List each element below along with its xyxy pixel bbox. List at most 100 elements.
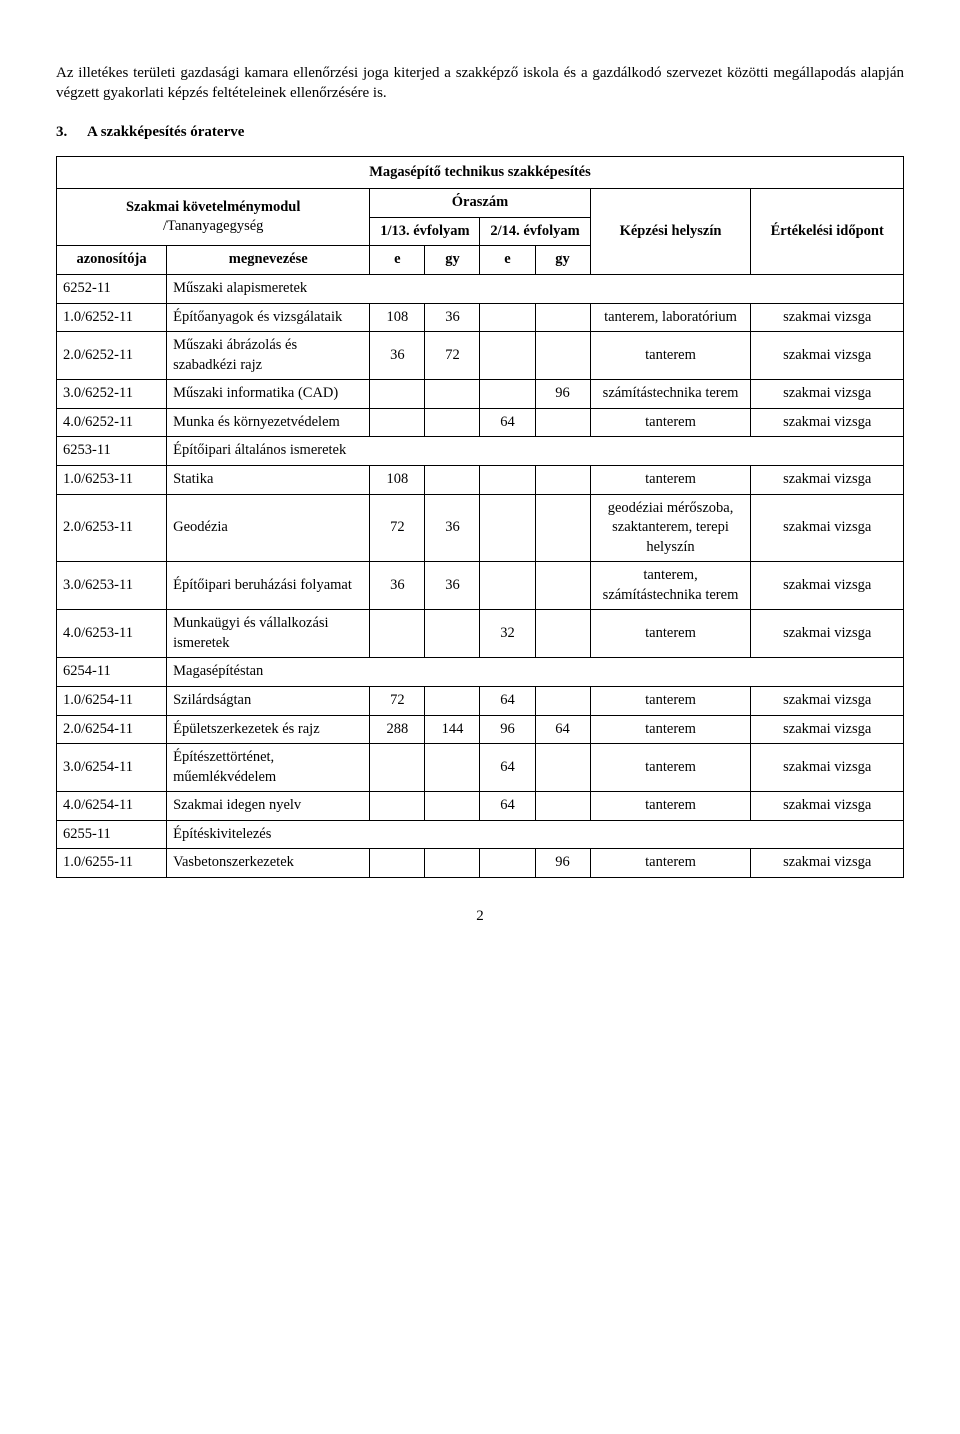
cell-gy2 — [535, 408, 590, 437]
table-row: 1.0/6253-11Statika108 tanteremszakmai viz… — [57, 465, 904, 494]
cell-loc: tanterem — [590, 687, 751, 716]
req-module-line1: Szakmai követelménymodul — [63, 198, 363, 218]
cell-name: Építészettörténet, műemlékvédelem — [167, 744, 370, 792]
cell-id: 2.0/6254-11 — [57, 715, 167, 744]
cell-e1 — [370, 744, 425, 792]
table-row: 4.0/6253-11Munkaügyi és vállalkozási ism… — [57, 610, 904, 658]
gy2-header: gy — [535, 246, 590, 275]
req-module-line2: /Tananyagegység — [63, 217, 363, 237]
cell-e2: 96 — [480, 715, 535, 744]
cell-e1: 288 — [370, 715, 425, 744]
cell-gy1: 36 — [425, 494, 480, 562]
module-id: 6253-11 — [57, 437, 167, 466]
module-name: Műszaki alapismeretek — [167, 275, 904, 304]
cell-id: 2.0/6252-11 — [57, 332, 167, 380]
table-row: 2.0/6253-11Geodézia7236geodéziai mérőszo… — [57, 494, 904, 562]
cell-gy1 — [425, 792, 480, 821]
table-row: 6253-11Építőipari általános ismeretek — [57, 437, 904, 466]
cell-gy2 — [535, 303, 590, 332]
cell-gy1: 36 — [425, 303, 480, 332]
cell-e1 — [370, 610, 425, 658]
cell-e1: 36 — [370, 332, 425, 380]
cell-id: 4.0/6253-11 — [57, 610, 167, 658]
module-id: 6254-11 — [57, 658, 167, 687]
location-header: Képzési helyszín — [590, 189, 751, 275]
cell-gy1 — [425, 408, 480, 437]
cell-name: Munka és környezetvédelem — [167, 408, 370, 437]
cell-id: 2.0/6253-11 — [57, 494, 167, 562]
cell-eval: szakmai vizsga — [751, 465, 904, 494]
cell-eval: szakmai vizsga — [751, 494, 904, 562]
cell-e2 — [480, 380, 535, 409]
cell-gy2 — [535, 687, 590, 716]
cell-e1: 72 — [370, 687, 425, 716]
table-row: 6255-11Építéskivitelezés — [57, 820, 904, 849]
cell-name: Építőipari beruházási folyamat — [167, 562, 370, 610]
cell-e1 — [370, 849, 425, 878]
cell-gy2 — [535, 332, 590, 380]
module-id: 6255-11 — [57, 820, 167, 849]
cell-gy2 — [535, 494, 590, 562]
cell-loc: tanterem — [590, 792, 751, 821]
eval-header: Értékelési időpont — [751, 189, 904, 275]
cell-loc: tanterem — [590, 465, 751, 494]
cell-e2: 64 — [480, 744, 535, 792]
cell-id: 1.0/6253-11 — [57, 465, 167, 494]
cell-eval: szakmai vizsga — [751, 332, 904, 380]
id-header: azonosítója — [57, 246, 167, 275]
cell-e1 — [370, 792, 425, 821]
cell-loc: tanterem — [590, 408, 751, 437]
cell-eval: szakmai vizsga — [751, 687, 904, 716]
cell-eval: szakmai vizsga — [751, 744, 904, 792]
cell-loc: tanterem — [590, 744, 751, 792]
cell-loc: geodéziai mérőszoba, szaktanterem, terep… — [590, 494, 751, 562]
cell-loc: tanterem, laboratórium — [590, 303, 751, 332]
table-row: 4.0/6254-11Szakmai idegen nyelv64tantere… — [57, 792, 904, 821]
cell-gy2: 96 — [535, 849, 590, 878]
cell-e1: 36 — [370, 562, 425, 610]
table-row: 3.0/6254-11Építészettörténet, műemlékvéd… — [57, 744, 904, 792]
cell-e2: 64 — [480, 408, 535, 437]
table-row: 1.0/6255-11Vasbetonszerkezetek96tanterem… — [57, 849, 904, 878]
section-heading: 3. A szakképesítés óraterve — [56, 122, 904, 142]
table-main-title: Magasépítő technikus szakképesítés — [57, 156, 904, 189]
cell-e2 — [480, 494, 535, 562]
e2-header: e — [480, 246, 535, 275]
cell-id: 3.0/6253-11 — [57, 562, 167, 610]
cell-e1: 108 — [370, 303, 425, 332]
cell-e1 — [370, 380, 425, 409]
table-row: 1.0/6254-11Szilárdságtan7264tanteremszak… — [57, 687, 904, 716]
cell-id: 4.0/6252-11 — [57, 408, 167, 437]
cell-gy2 — [535, 610, 590, 658]
name-header: megnevezése — [167, 246, 370, 275]
cell-name: Vasbetonszerkezetek — [167, 849, 370, 878]
e1-header: e — [370, 246, 425, 275]
cell-e2 — [480, 332, 535, 380]
cell-eval: szakmai vizsga — [751, 849, 904, 878]
page-number: 2 — [56, 906, 904, 926]
cell-loc: tanterem — [590, 715, 751, 744]
table-row: 2.0/6254-11Épületszerkezetek és rajz2881… — [57, 715, 904, 744]
intro-paragraph: Az illetékes területi gazdasági kamara e… — [56, 63, 904, 104]
cell-name: Műszaki ábrázolás és szabadkézi rajz — [167, 332, 370, 380]
cell-gy2: 96 — [535, 380, 590, 409]
req-module-header: Szakmai követelménymodul /Tananyagegység — [57, 189, 370, 246]
cell-gy1 — [425, 849, 480, 878]
cell-name: Szilárdságtan — [167, 687, 370, 716]
cell-eval: szakmai vizsga — [751, 380, 904, 409]
cell-gy2 — [535, 744, 590, 792]
cell-id: 1.0/6252-11 — [57, 303, 167, 332]
cell-e2 — [480, 849, 535, 878]
module-name: Magasépítéstan — [167, 658, 904, 687]
cell-gy1: 36 — [425, 562, 480, 610]
cell-name: Statika — [167, 465, 370, 494]
cell-e1: 108 — [370, 465, 425, 494]
cell-e2 — [480, 465, 535, 494]
cell-loc: tanterem — [590, 849, 751, 878]
cell-eval: szakmai vizsga — [751, 408, 904, 437]
cell-name: Szakmai idegen nyelv — [167, 792, 370, 821]
cell-loc: tanterem, számítástechnika terem — [590, 562, 751, 610]
cell-gy1 — [425, 610, 480, 658]
cell-e2: 64 — [480, 687, 535, 716]
year1-header: 1/13. évfolyam — [370, 217, 480, 246]
